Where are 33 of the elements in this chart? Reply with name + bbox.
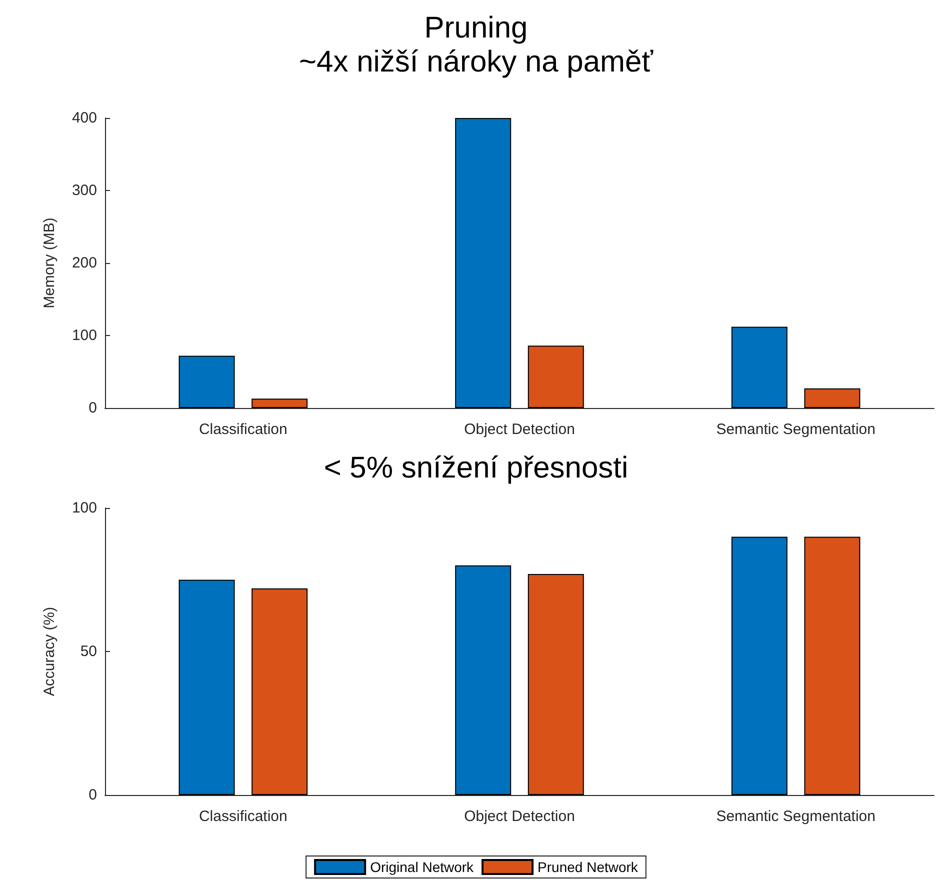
y-tick-label: 50 (80, 643, 97, 660)
x-tick-label: Semantic Segmentation (716, 808, 876, 825)
bar (178, 356, 235, 408)
y-tick-label: 200 (72, 254, 97, 272)
bar (528, 574, 584, 795)
bar (804, 388, 860, 408)
y-tick-label: 100 (72, 500, 97, 516)
y-tick-label: 0 (88, 400, 97, 416)
chart-title: < 5% snížení přesnosti (324, 452, 628, 484)
x-tick-label: Semantic Segmentation (716, 421, 876, 438)
y-tick-label: 0 (88, 786, 97, 804)
y-tick-label: 300 (72, 182, 97, 199)
x-tick-label: Object Detection (464, 808, 575, 825)
x-tick-label: Classification (198, 421, 288, 438)
chart-title: Pruning (424, 12, 528, 44)
bar (178, 580, 235, 795)
x-tick-label: Classification (198, 808, 288, 825)
bar (804, 536, 860, 795)
legend-label: Pruned Network (538, 859, 639, 875)
x-tick-label: Object Detection (464, 421, 575, 438)
bar (455, 118, 512, 408)
bar (731, 536, 788, 795)
bar (731, 326, 788, 408)
y-axis-title: Accuracy (%) (41, 606, 58, 696)
legend-label: Original Network (370, 859, 475, 875)
y-tick-label: 400 (72, 110, 97, 126)
bar (252, 398, 308, 408)
y-tick-label: 100 (72, 327, 97, 344)
y-axis-title: Memory (MB) (41, 218, 58, 308)
chart-subtitle: ~4x nižší nároky na paměť (299, 46, 654, 78)
bar (455, 565, 512, 795)
bar (252, 588, 308, 795)
bar (528, 346, 584, 408)
